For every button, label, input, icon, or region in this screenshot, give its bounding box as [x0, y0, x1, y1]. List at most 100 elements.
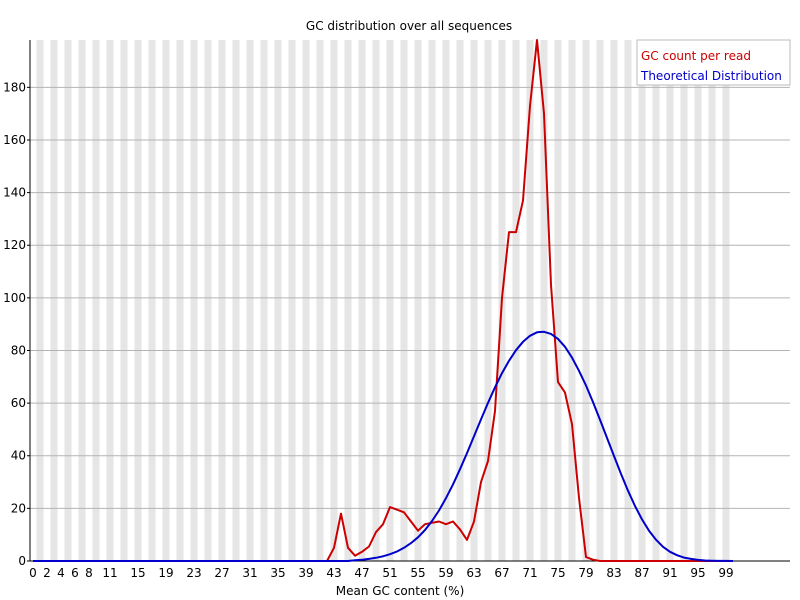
- x-tick-label: 8: [85, 566, 93, 580]
- background-stripe: [57, 40, 65, 561]
- background-stripe: [414, 40, 422, 561]
- series-line-theoretical: [33, 330, 734, 562]
- background-stripe: [78, 40, 86, 561]
- background-stripe: [477, 40, 485, 561]
- background-stripe: [204, 40, 212, 561]
- legend: GC count per read Theoretical Distributi…: [636, 39, 791, 86]
- background-stripe: [456, 40, 464, 561]
- x-tick-label: 95: [690, 566, 705, 580]
- background-stripe: [148, 40, 156, 561]
- background-stripe: [134, 40, 142, 561]
- background-stripe: [694, 40, 702, 561]
- background-stripe: [428, 40, 436, 561]
- background-stripe: [176, 40, 184, 561]
- x-tick-label: 15: [130, 566, 145, 580]
- background-stripe: [568, 40, 576, 561]
- background-stripe: [442, 40, 450, 561]
- background-stripe: [582, 40, 590, 561]
- background-stripe: [43, 40, 51, 561]
- background-stripe: [547, 40, 555, 561]
- background-stripe: [386, 40, 394, 561]
- background-stripe: [295, 40, 303, 561]
- background-stripe: [92, 40, 100, 561]
- background-stripe: [344, 40, 352, 561]
- x-tick-label: 63: [466, 566, 481, 580]
- background-stripe: [246, 40, 254, 561]
- background-stripe: [316, 40, 324, 561]
- background-stripe: [575, 40, 583, 561]
- background-stripe: [610, 40, 618, 561]
- series-lines: [33, 39, 734, 562]
- background-stripe: [330, 40, 338, 561]
- background-stripe: [491, 40, 499, 561]
- background-stripe: [554, 40, 562, 561]
- background-stripe: [155, 40, 163, 561]
- x-tick-label: 4: [57, 566, 65, 580]
- y-tick-label: 120: [3, 238, 26, 252]
- background-stripe: [30, 40, 37, 561]
- background-stripe: [141, 40, 149, 561]
- background-stripe: [218, 40, 226, 561]
- background-stripe: [659, 40, 667, 561]
- background-stripe: [701, 40, 709, 561]
- background-stripe: [421, 40, 429, 561]
- x-tick-label: 39: [298, 566, 313, 580]
- background-stripe: [365, 40, 373, 561]
- background-stripe: [680, 40, 688, 561]
- background-stripe: [239, 40, 247, 561]
- horizontal-gridlines: [30, 86, 790, 509]
- background-stripe: [85, 40, 93, 561]
- background-stripe: [512, 40, 520, 561]
- x-tick-label: 0: [29, 566, 37, 580]
- background-stripe: [323, 40, 331, 561]
- background-stripe: [169, 40, 177, 561]
- background-stripe: [673, 40, 681, 561]
- x-tick-label: 91: [662, 566, 677, 580]
- background-stripe: [540, 40, 548, 561]
- background-stripe: [400, 40, 408, 561]
- y-axis-ticks: 0 20 40 60 80 100 120 140 160 180: [3, 80, 30, 568]
- x-tick-label: 35: [270, 566, 285, 580]
- background-stripe: [603, 40, 611, 561]
- x-tick-label: 31: [242, 566, 257, 580]
- background-stripe: [729, 40, 730, 561]
- background-stripe: [533, 40, 541, 561]
- background-stripe: [281, 40, 289, 561]
- background-stripe: [631, 40, 639, 561]
- x-tick-label: 79: [578, 566, 593, 580]
- x-tick-label: 59: [438, 566, 453, 580]
- background-stripe: [666, 40, 674, 561]
- background-stripe: [708, 40, 716, 561]
- background-stripe: [463, 40, 471, 561]
- y-tick-label: 100: [3, 291, 26, 305]
- background-stripe: [232, 40, 240, 561]
- x-axis-ticks: 0 2 4 6 8 11 15 19 23 27 31 35 39 43 47 51 55 59 63 67 71 75 7…: [29, 566, 733, 580]
- background-stripe: [302, 40, 310, 561]
- background-stripe: [645, 40, 653, 561]
- background-stripe: [407, 40, 415, 561]
- background-stripes: [30, 40, 730, 561]
- background-stripe: [288, 40, 296, 561]
- y-tick-label: 140: [3, 186, 26, 200]
- background-stripe: [211, 40, 219, 561]
- x-tick-label: 83: [606, 566, 621, 580]
- background-stripe: [113, 40, 121, 561]
- background-stripe: [274, 40, 282, 561]
- background-stripe: [267, 40, 275, 561]
- x-tick-label: 67: [494, 566, 509, 580]
- background-stripe: [687, 40, 695, 561]
- x-tick-label: 43: [326, 566, 341, 580]
- y-tick-label: 20: [11, 501, 26, 515]
- background-stripe: [519, 40, 527, 561]
- background-stripe: [309, 40, 317, 561]
- background-stripe: [393, 40, 401, 561]
- background-stripe: [715, 40, 723, 561]
- background-stripe: [183, 40, 191, 561]
- legend-entry-theoretical: Theoretical Distribution: [640, 69, 782, 83]
- background-stripe: [624, 40, 632, 561]
- background-stripe: [372, 40, 380, 561]
- background-stripe: [190, 40, 198, 561]
- background-stripe: [197, 40, 205, 561]
- y-tick-label: 180: [3, 80, 26, 94]
